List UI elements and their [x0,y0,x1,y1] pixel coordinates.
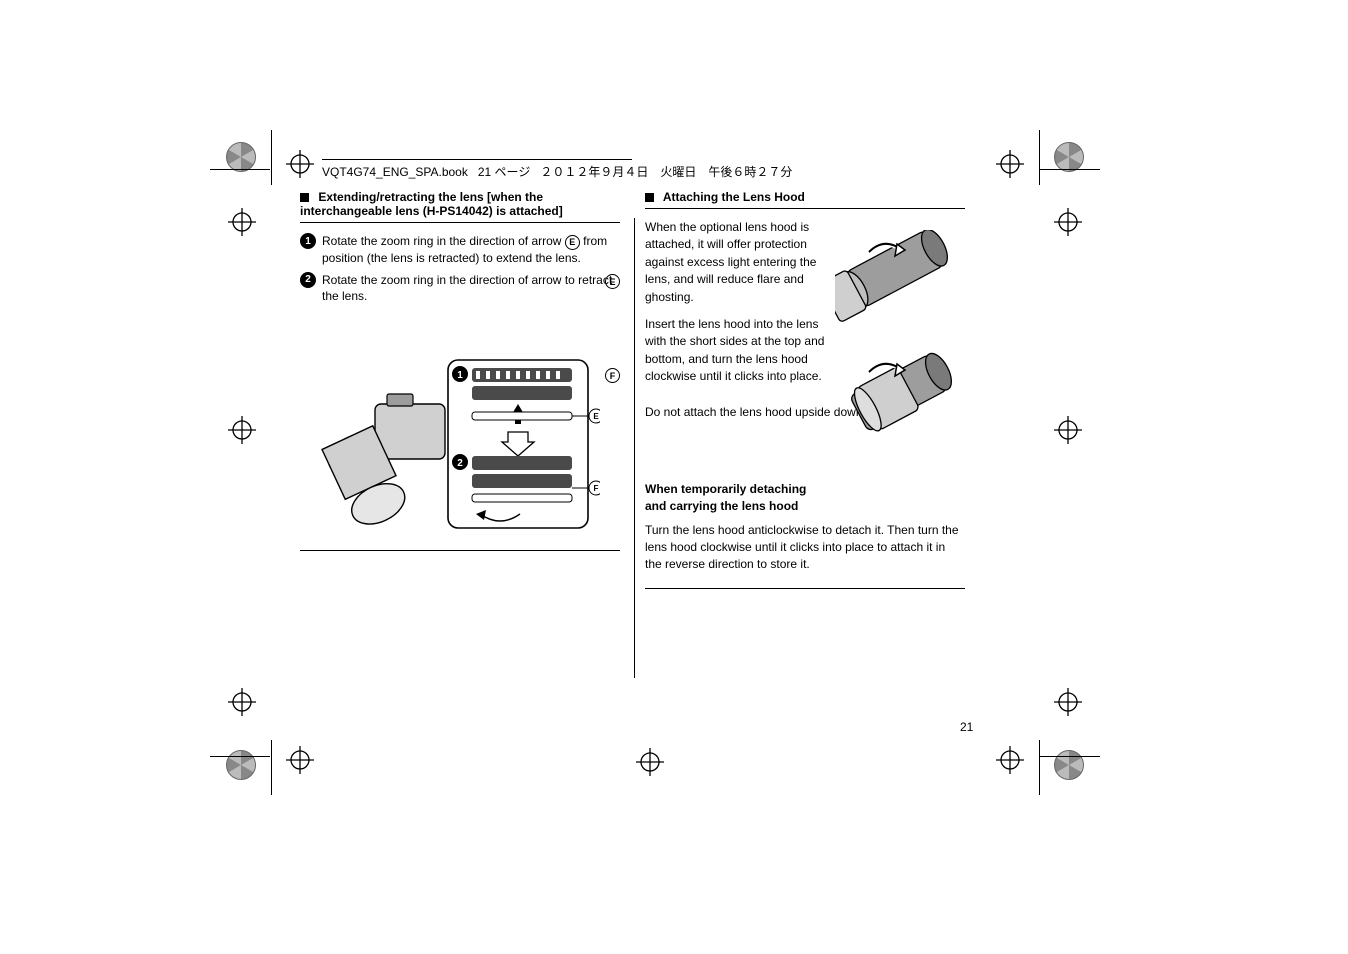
label-e-inline: E [565,235,580,250]
right-p2: Insert the lens hood into the lens with … [645,316,825,386]
step-number-2: 2 [300,272,316,288]
reg-mark [286,746,314,774]
rule [300,222,620,223]
label-e-side: E [605,274,620,289]
reg-wheel-tr [1054,142,1084,172]
rule [645,588,965,589]
step-number-1: 1 [300,233,316,249]
right-p1: When the optional lens hood is attached,… [645,219,825,306]
page-number: 21 [960,720,973,734]
reg-wheel-tl [226,142,256,172]
left-column: Extending/retracting the lens [when the … [300,190,630,561]
step-2: 2 Rotate the zoom ring in the direction … [300,272,630,304]
reg-mark [1054,688,1082,716]
left-heading: Extending/retracting the lens [when the … [300,190,630,218]
svg-text:E: E [593,412,599,421]
reg-mark [1054,416,1082,444]
reg-mark [228,688,256,716]
reg-wheel-br [1054,750,1084,780]
right-heading: Attaching the Lens Hood [645,190,975,204]
svg-text:2: 2 [457,458,463,469]
crop-line [210,169,270,170]
lens-hood-figure-1 [835,230,975,335]
crop-line [1039,130,1040,185]
runhead-filename: VQT4G74_ENG_SPA.book [322,165,468,179]
square-bullet-icon [645,193,654,202]
left-heading-text: Extending/retracting the lens [when the … [300,190,563,218]
right-column: Attaching the Lens Hood When the optiona… [645,190,975,599]
column-divider [634,218,635,678]
step-1: 1 Rotate the zoom ring in the direction … [300,233,630,266]
reg-mark [996,150,1024,178]
lens-extend-figure: 1 E 2 [300,354,600,544]
step1-text-a: Rotate the zoom ring in the direction of… [322,234,561,248]
right-tip-body: Turn the lens hood anticlockwise to deta… [645,522,965,574]
crop-line [271,740,272,795]
right-tip-head: When temporarily detaching and carrying … [645,481,825,516]
crop-line [271,130,272,185]
reg-mark [636,748,664,776]
rule [300,550,620,551]
rule [645,208,965,209]
crop-line [1039,740,1040,795]
running-header: VQT4G74_ENG_SPA.book 21 ページ ２０１２年９月４日 火曜… [322,163,792,180]
crop-line [1040,756,1100,757]
square-bullet-icon [300,193,309,202]
runhead-page: 21 ページ [478,165,530,179]
right-heading-text: Attaching the Lens Hood [663,190,805,204]
reg-mark [996,746,1024,774]
svg-text:1: 1 [457,370,463,381]
reg-wheel-bl [226,750,256,780]
reg-mark [1054,208,1082,236]
step1-text-c: (the lens is retracted) to extend the le… [367,251,581,265]
svg-text:F: F [594,484,599,493]
reg-mark [228,416,256,444]
runhead-date: ２０１２年９月４日 火曜日 午後６時２７分 [540,165,792,179]
reg-mark [286,150,314,178]
label-f-side: F [605,368,620,383]
step2-text-a: Rotate the zoom ring in the direction of… [322,273,561,287]
crop-line [1040,169,1100,170]
reg-mark [228,208,256,236]
crop-line [210,756,270,757]
lens-hood-figure-2 [835,350,975,465]
